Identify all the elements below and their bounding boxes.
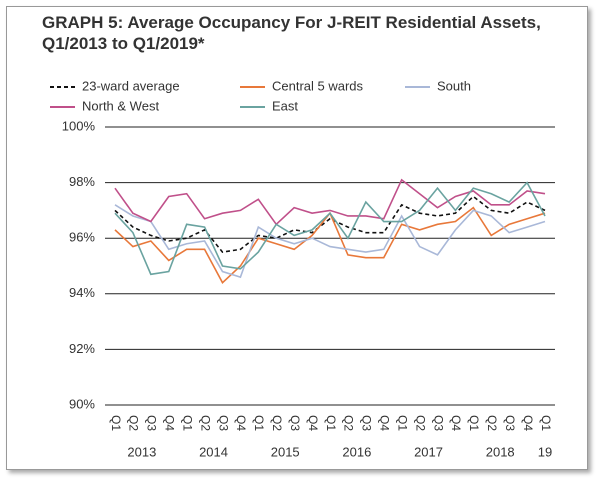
x-tick-label: Q4: [163, 415, 177, 431]
series-line: [114, 204, 546, 279]
x-tick-label: Q1: [252, 415, 266, 431]
legend-label: East: [272, 98, 298, 113]
chart-title: GRAPH 5: Average Occupancy For J-REIT Re…: [42, 13, 541, 53]
x-tick-label: Q4: [306, 415, 320, 431]
x-tick-label: Q2: [342, 415, 356, 431]
x-group-label: 2016: [342, 444, 371, 459]
x-tick-label: Q3: [145, 415, 159, 431]
legend-label: 23-ward average: [82, 78, 180, 93]
x-tick-label: Q2: [413, 415, 427, 431]
x-group-label: 2014: [199, 444, 228, 459]
y-tick-label: 90%: [69, 396, 95, 411]
series-line: [114, 195, 546, 253]
x-group-label: 2015: [271, 444, 300, 459]
x-tick-label: Q1: [180, 415, 194, 431]
y-tick-label: 98%: [69, 174, 95, 189]
x-group-label: 2013: [127, 444, 156, 459]
legend-label: South: [437, 78, 471, 93]
x-tick-label: Q2: [485, 415, 499, 431]
x-tick-label: Q2: [198, 415, 212, 431]
x-tick-label: Q1: [395, 415, 409, 431]
x-tick-label: Q4: [378, 415, 392, 431]
x-tick-label: Q4: [521, 415, 535, 431]
x-tick-label: Q4: [449, 415, 463, 431]
x-tick-label: Q4: [234, 415, 248, 431]
x-group-label: 19: [538, 444, 552, 459]
x-tick-label: Q3: [503, 415, 517, 431]
x-group-label: 2017: [414, 444, 443, 459]
y-tick-label: 94%: [69, 285, 95, 300]
legend-label: Central 5 wards: [272, 78, 364, 93]
x-tick-label: Q1: [324, 415, 338, 431]
y-tick-label: 92%: [69, 341, 95, 356]
x-tick-label: Q3: [431, 415, 445, 431]
x-tick-label: Q1: [467, 415, 481, 431]
x-tick-label: Q3: [360, 415, 374, 431]
x-tick-label: Q2: [127, 415, 141, 431]
x-tick-label: Q1: [109, 415, 123, 431]
y-tick-label: 96%: [69, 230, 95, 245]
x-tick-label: Q3: [288, 415, 302, 431]
series-line: [114, 181, 546, 276]
x-group-label: 2018: [486, 444, 515, 459]
x-tick-label: Q1: [539, 415, 553, 431]
y-tick-label: 100%: [62, 118, 96, 133]
x-tick-label: Q3: [216, 415, 230, 431]
x-tick-label: Q2: [270, 415, 284, 431]
legend-label: North & West: [82, 98, 159, 113]
series-line: [114, 178, 546, 226]
